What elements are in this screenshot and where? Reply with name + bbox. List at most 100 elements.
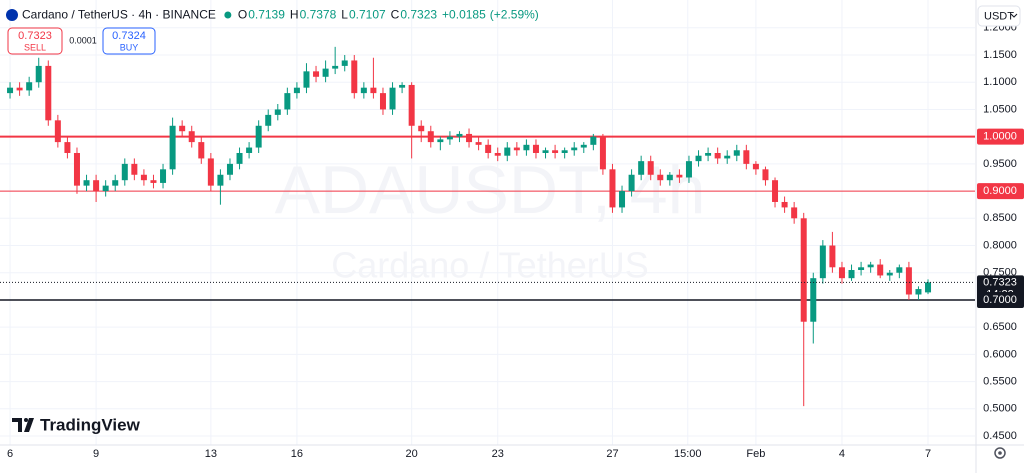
spread: 0.0001	[69, 35, 97, 45]
buy-price[interactable]: 0.7324	[112, 30, 146, 42]
candle-body	[657, 174, 664, 181]
x-tick-label: 16	[291, 448, 303, 460]
candle-body	[666, 174, 673, 181]
candle-body	[532, 144, 539, 153]
candle-body	[7, 87, 14, 94]
candle-body	[628, 174, 635, 192]
candle-body	[494, 152, 501, 156]
ohlc-label: O	[238, 8, 247, 22]
candle-body	[466, 133, 473, 143]
watermark-name: Cardano / TetherUS	[331, 245, 649, 286]
candle-body	[379, 93, 386, 110]
symbol-title: Cardano / TetherUS · 4h · BINANCE	[22, 8, 216, 22]
candle-body	[743, 150, 750, 164]
candle-body	[226, 163, 233, 175]
settings-icon[interactable]	[994, 447, 1006, 459]
currency-button[interactable]: USDT	[977, 5, 1021, 27]
candle-body	[772, 180, 779, 202]
candle-body	[427, 131, 434, 143]
x-tick-label: Feb	[746, 448, 765, 460]
trade-buttons[interactable]: 0.7323 SELL 0.0001 0.7324 BUY	[7, 27, 156, 55]
price-label: 0.9000	[983, 185, 1017, 197]
candle-body	[399, 84, 406, 88]
sell-button[interactable]	[7, 27, 63, 55]
candle-body	[437, 139, 444, 143]
y-tick-label: 1.0500	[983, 103, 1017, 115]
x-tick-label: 23	[492, 448, 504, 460]
ohlc-value: 0.7107	[349, 8, 386, 22]
sell-label[interactable]: SELL	[24, 42, 46, 52]
x-tick-label: 9	[93, 448, 99, 460]
candle-body	[791, 207, 798, 219]
currency-box[interactable]	[977, 5, 1021, 27]
candle-body	[580, 144, 587, 148]
candle-body	[140, 174, 147, 181]
last-price-label: 0.7323	[983, 276, 1017, 288]
candle-body	[351, 60, 358, 94]
candle-body	[16, 87, 23, 91]
currency[interactable]: USDT	[984, 10, 1014, 22]
candle-body	[571, 147, 578, 151]
change: +0.0185	[442, 8, 486, 22]
candle-body	[877, 264, 884, 276]
symbol-icon	[6, 9, 18, 21]
market-status	[224, 11, 232, 19]
y-tick-label: 0.4500	[983, 430, 1017, 442]
candle-body	[619, 191, 626, 208]
x-tick-label: 4	[839, 448, 845, 460]
ohlc-value: 0.7139	[248, 8, 285, 22]
price-label-box	[977, 291, 1024, 308]
candle-body	[561, 150, 568, 153]
y-tick-label: 0.6500	[983, 321, 1017, 333]
candle-body	[609, 169, 616, 208]
buy-label[interactable]: BUY	[120, 42, 139, 52]
candle-body	[446, 136, 453, 140]
change-percent: (+2.59%)	[490, 8, 539, 22]
candle-body	[313, 71, 320, 77]
candle-body	[121, 163, 128, 181]
price-label: 0.7000	[983, 294, 1017, 306]
y-tick-label: 0.5000	[983, 403, 1017, 415]
candle-body	[207, 158, 214, 186]
candle-body	[408, 84, 415, 126]
x-tick-label: 6	[7, 448, 13, 460]
logo-text: TradingView	[40, 415, 141, 434]
candle-body	[456, 133, 463, 137]
y-tick-label: 0.8000	[983, 239, 1017, 251]
candle-body	[102, 185, 109, 192]
logo-dot	[24, 418, 28, 422]
x-tick-label: 15:00	[674, 448, 702, 460]
candle-body	[322, 68, 329, 77]
candle-body	[360, 87, 367, 94]
x-tick-label: 7	[925, 448, 931, 460]
candle-body	[64, 142, 71, 153]
logo	[12, 418, 34, 432]
ohlc-label: C	[391, 8, 400, 22]
candle-body	[303, 71, 310, 88]
candle-body	[284, 93, 291, 110]
chevron[interactable]	[1010, 13, 1018, 18]
candle-body	[160, 169, 167, 183]
candle-body	[752, 163, 759, 170]
x-tick-label: 20	[406, 448, 418, 460]
sell-price[interactable]: 0.7323	[18, 30, 52, 42]
candle-body	[131, 163, 138, 175]
candle-body	[188, 131, 195, 143]
y-tick-label: 0.9500	[983, 158, 1017, 170]
candle-body	[829, 245, 836, 268]
candle-body	[169, 125, 176, 170]
candle-body	[552, 150, 559, 153]
ohlc-label: H	[290, 8, 299, 22]
settings[interactable]	[994, 447, 1006, 459]
y-tick-label: 0.5500	[983, 375, 1017, 387]
settings-icon-center[interactable]	[998, 451, 1002, 455]
candle-body	[83, 180, 90, 186]
candle-body	[73, 152, 80, 186]
candle-body	[54, 120, 61, 143]
candle-body	[638, 161, 645, 175]
candle-body	[150, 180, 157, 183]
candle-body	[26, 82, 33, 91]
buy-button[interactable]	[102, 27, 156, 55]
candle-body	[590, 136, 597, 145]
